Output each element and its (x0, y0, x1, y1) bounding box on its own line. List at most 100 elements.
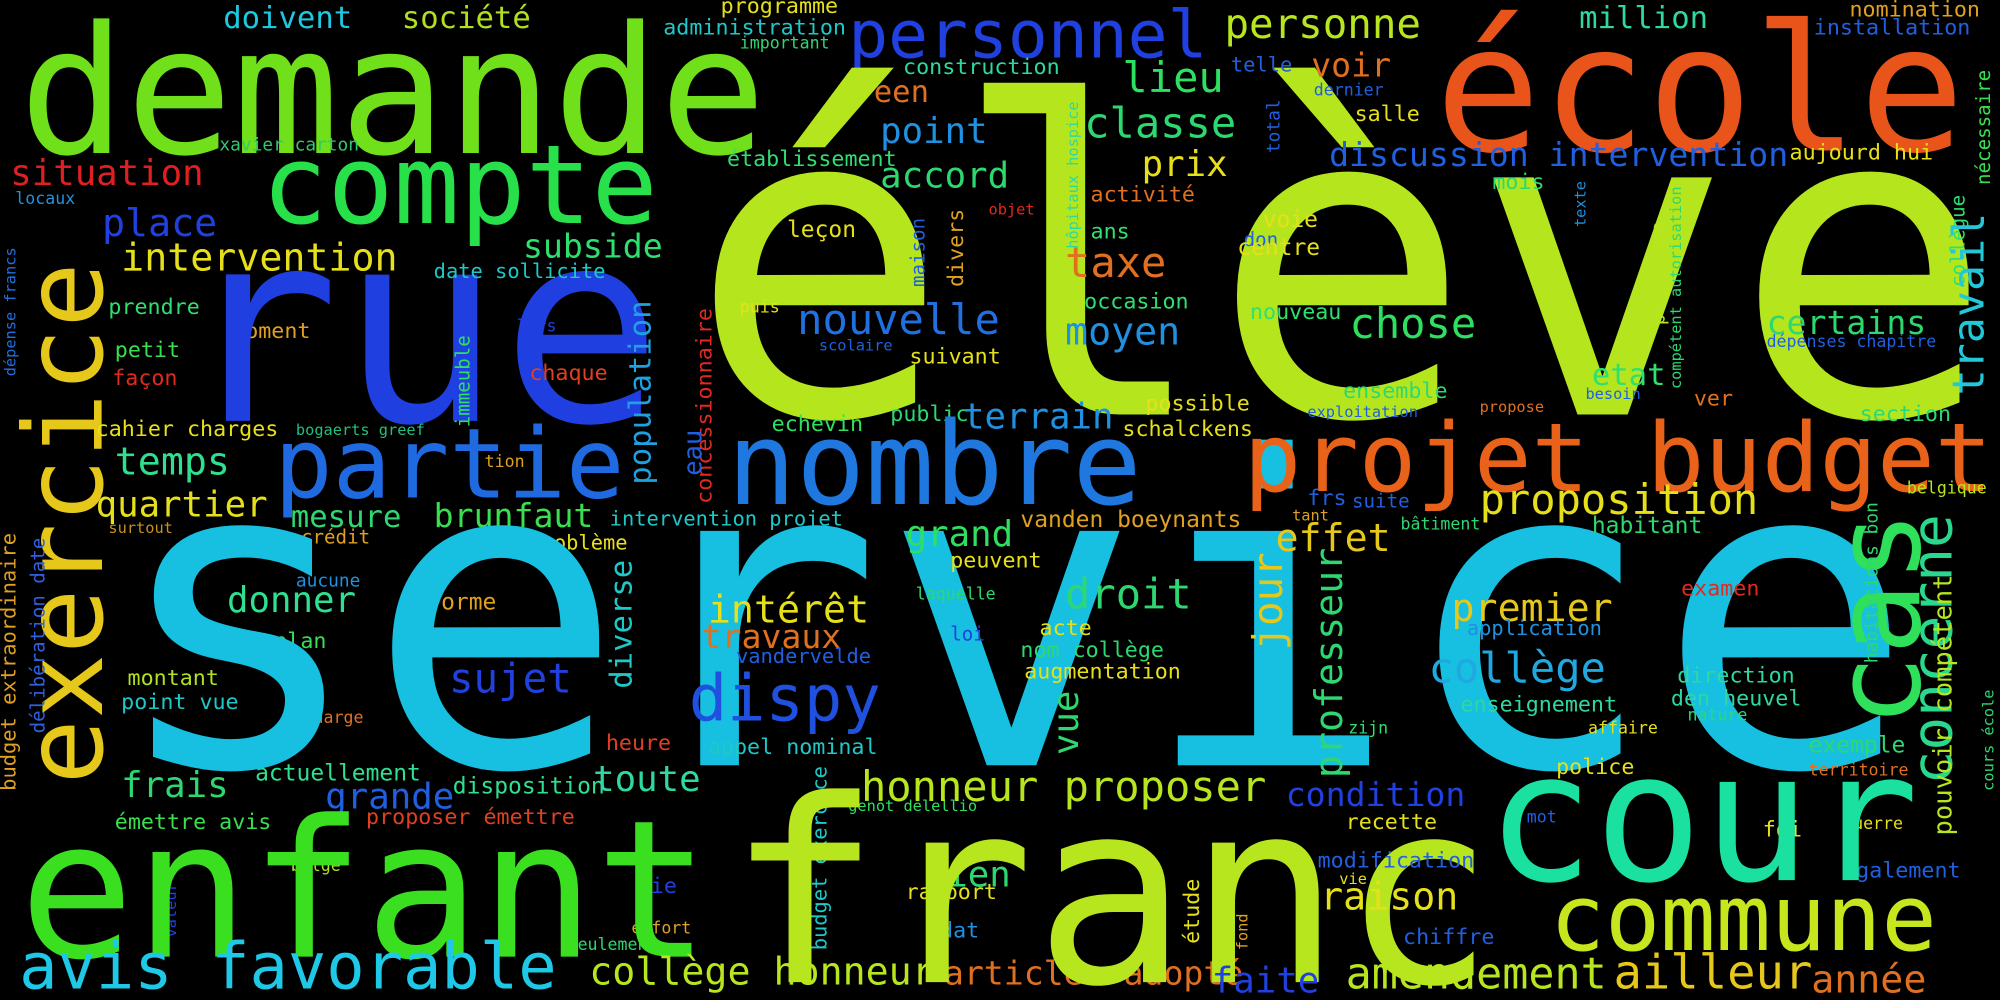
word: politique (1647, 222, 1670, 326)
word: possible (1145, 392, 1249, 417)
word: également (1843, 859, 1960, 884)
word: million (1579, 1, 1708, 36)
word: ver (1694, 387, 1733, 412)
word: émettre avis (115, 810, 272, 835)
word: proposer émettre (366, 805, 575, 830)
word: voie (1263, 207, 1318, 233)
word: brunfaut (434, 496, 594, 535)
word: immeuble (451, 335, 474, 427)
word: acte (1040, 616, 1092, 641)
word: suivant (909, 345, 1000, 370)
word: rue (179, 173, 663, 485)
word: façon (112, 366, 177, 391)
word: date sollicite (434, 259, 606, 283)
word: cahier charges (96, 417, 279, 442)
word: schalckens (1122, 417, 1252, 442)
word: puis (740, 298, 780, 317)
word: voir (1311, 46, 1391, 85)
word: objet (989, 200, 1035, 218)
word: dépense francs (1, 247, 19, 376)
word: divers (944, 209, 969, 287)
word: administration (663, 15, 846, 40)
word: moment (232, 319, 310, 344)
word: centre (1237, 235, 1320, 261)
word: montant (128, 666, 219, 691)
word: pouvoir compétent (1929, 574, 1959, 835)
word: grande (325, 777, 454, 818)
word: moyen (1065, 309, 1180, 354)
word: problème (529, 531, 627, 555)
word: doivent (223, 1, 352, 36)
word: enseignement (1460, 693, 1617, 718)
word: personne (1224, 0, 1420, 48)
word: suite (1352, 490, 1410, 513)
word: étude (1180, 879, 1205, 944)
word: honneur proposer (861, 762, 1266, 811)
word: besoin (1585, 385, 1640, 403)
word: budget exercice (808, 766, 832, 950)
word: installation (1814, 15, 1971, 40)
word: dat (940, 919, 979, 944)
word: maison (907, 218, 930, 287)
word: dernier (1314, 81, 1384, 100)
word: vanden boeynants (1020, 507, 1241, 533)
word: frais (121, 765, 228, 806)
word: place (102, 201, 217, 246)
word: travail (1944, 213, 1994, 396)
word: établissement (727, 147, 897, 172)
word: crédit (301, 525, 370, 548)
word: intervention (121, 235, 397, 280)
word: belgique (1907, 479, 1987, 498)
word: habitations bon (1862, 502, 1883, 663)
word: point vue (121, 690, 238, 715)
word: enfant (19, 780, 710, 1000)
word: tant (1292, 506, 1329, 524)
word: application (1467, 616, 1602, 640)
word: avis favorable (19, 931, 556, 1000)
word: collège (1429, 643, 1606, 692)
word: examen (1681, 577, 1759, 602)
word: raison (1320, 874, 1458, 919)
word: professeur (1307, 548, 1352, 778)
word: modification (1318, 848, 1475, 873)
word: bâtiment (1401, 514, 1481, 533)
word: vie (1339, 870, 1367, 888)
word: mois (1492, 170, 1544, 195)
word: foi (1763, 818, 1802, 843)
word: exemple (1809, 733, 1906, 759)
word: fond (1233, 913, 1251, 950)
word: scolaire (819, 337, 893, 355)
word: dépenses chapitre (1767, 332, 1937, 351)
word: mot (1527, 808, 1557, 827)
word: rapport (906, 880, 997, 905)
word: leçon (787, 217, 856, 243)
word: faite (1212, 960, 1319, 1000)
word: délibération date (27, 538, 50, 734)
word: hôpitaux hospice (1064, 101, 1082, 248)
word: collègue (1946, 195, 1969, 287)
word: chose (1349, 299, 1476, 348)
word: partie (274, 407, 624, 520)
word: premier (1452, 586, 1613, 631)
word: prendre (108, 295, 199, 320)
word: occasion (1084, 290, 1188, 315)
word: grand (906, 514, 1013, 555)
word: plan (274, 629, 326, 654)
word: recette (1346, 810, 1437, 835)
word: vue (1046, 691, 1087, 756)
word: nécessaire (1972, 70, 1995, 185)
word: effet (1276, 516, 1391, 561)
word: demande (19, 0, 766, 195)
word: certains (1767, 303, 1927, 342)
word: section (1860, 402, 1951, 427)
word: cas (1810, 511, 1949, 728)
word: nouvelle (797, 295, 1000, 344)
word: locaux (15, 189, 75, 208)
word: forme (427, 590, 496, 616)
word: cours école (1980, 690, 1998, 791)
word: peuvent (950, 549, 1041, 574)
word: chaque (529, 361, 607, 386)
word: projet budget (1244, 402, 1993, 514)
word: donner (227, 580, 356, 621)
word: frs (1307, 486, 1346, 511)
